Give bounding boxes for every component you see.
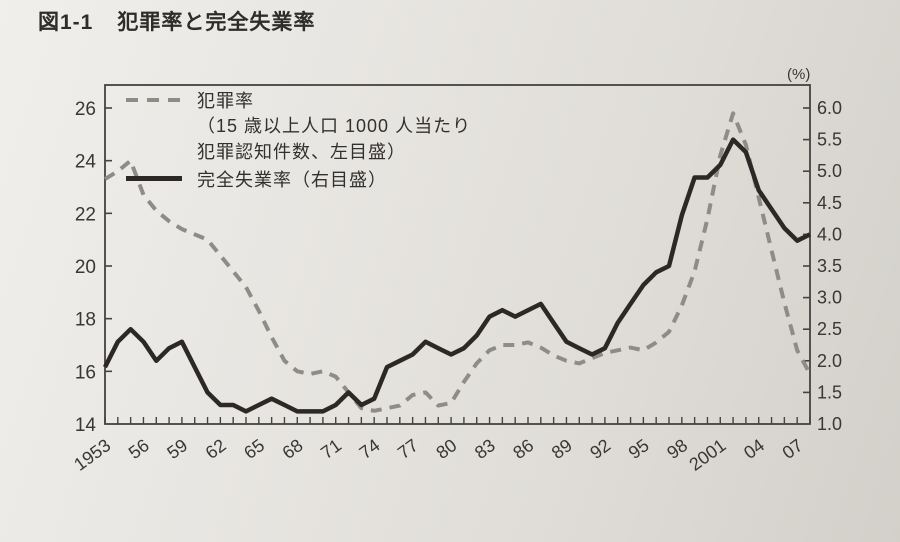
right-axis-label: 5.0 bbox=[817, 161, 842, 181]
legend-crime-note-line1: （15 歳以上人口 1000 人当たり bbox=[197, 116, 472, 136]
right-axis-unit-label: (%) bbox=[787, 66, 810, 83]
left-axis-label: 18 bbox=[75, 310, 96, 331]
left-axis-label: 26 bbox=[75, 99, 96, 120]
x-axis-label: 56 bbox=[125, 435, 153, 463]
plot-box bbox=[104, 84, 811, 425]
x-axis-label: 77 bbox=[394, 435, 422, 463]
x-axis-label: 71 bbox=[317, 435, 345, 463]
x-axis-label: 59 bbox=[163, 435, 191, 463]
legend-crime-row: 犯罪率 bbox=[126, 86, 471, 113]
x-axis-label: 62 bbox=[202, 435, 230, 463]
right-axis-label: 4.0 bbox=[817, 224, 842, 244]
right-axis-label: 3.0 bbox=[817, 288, 842, 308]
left-axis-label: 14 bbox=[75, 415, 97, 436]
unemployment-rate-line bbox=[102, 137, 811, 414]
left-axis-label: 16 bbox=[75, 362, 96, 383]
x-axis-label: 65 bbox=[240, 435, 268, 463]
crime-rate-line bbox=[103, 111, 812, 413]
legend-crime-note-line2: 犯罪認知件数、左目盛） bbox=[197, 142, 406, 162]
x-axis-label: 68 bbox=[279, 435, 307, 463]
legend-unemployment-label: 完全失業率（右目盛） bbox=[197, 169, 387, 190]
x-axis-label: 04 bbox=[740, 435, 768, 463]
left-axis-label: 22 bbox=[75, 204, 96, 225]
x-axis-label: 92 bbox=[586, 435, 614, 463]
x-axis-label: 83 bbox=[471, 435, 499, 463]
right-axis-label: 2.0 bbox=[817, 351, 842, 371]
x-axis-label: 95 bbox=[625, 435, 653, 463]
x-axis-label: 80 bbox=[432, 435, 460, 463]
crime-dashed-line-sample bbox=[126, 97, 182, 102]
right-axis-label: 1.0 bbox=[817, 414, 842, 434]
figure-label: 図1-1 bbox=[38, 11, 94, 34]
x-axis-label: 07 bbox=[779, 435, 807, 463]
x-axis-label: 89 bbox=[548, 435, 576, 463]
figure-title-text: 犯罪率と完全失業率 bbox=[117, 11, 316, 34]
left-axis-label: 24 bbox=[75, 152, 97, 173]
right-axis-label: 3.5 bbox=[817, 256, 842, 276]
legend-crime-label: 犯罪率 bbox=[197, 90, 254, 111]
x-axis-label: 86 bbox=[509, 435, 537, 463]
right-axis-label: 1.5 bbox=[817, 382, 842, 402]
left-axis-label: 20 bbox=[75, 257, 96, 278]
figure-title: 図1-1 犯罪率と完全失業率 bbox=[38, 6, 315, 36]
x-axis-label: 74 bbox=[356, 435, 384, 463]
legend-unemployment-row: 完全失業率（右目盛） bbox=[126, 165, 471, 192]
right-axis-label: 6.0 bbox=[817, 98, 842, 118]
x-axis-label: 1953 bbox=[70, 435, 114, 475]
chart-legend: 犯罪率 （15 歳以上人口 1000 人当たり 犯罪認知件数、左目盛） 完全失業… bbox=[126, 86, 471, 192]
right-axis-label: 2.5 bbox=[817, 319, 842, 339]
unemployment-solid-line-sample bbox=[126, 176, 182, 181]
right-axis-label: 4.5 bbox=[817, 193, 842, 213]
x-axis-label: 2001 bbox=[685, 435, 729, 475]
right-axis-label: 5.5 bbox=[817, 130, 842, 150]
